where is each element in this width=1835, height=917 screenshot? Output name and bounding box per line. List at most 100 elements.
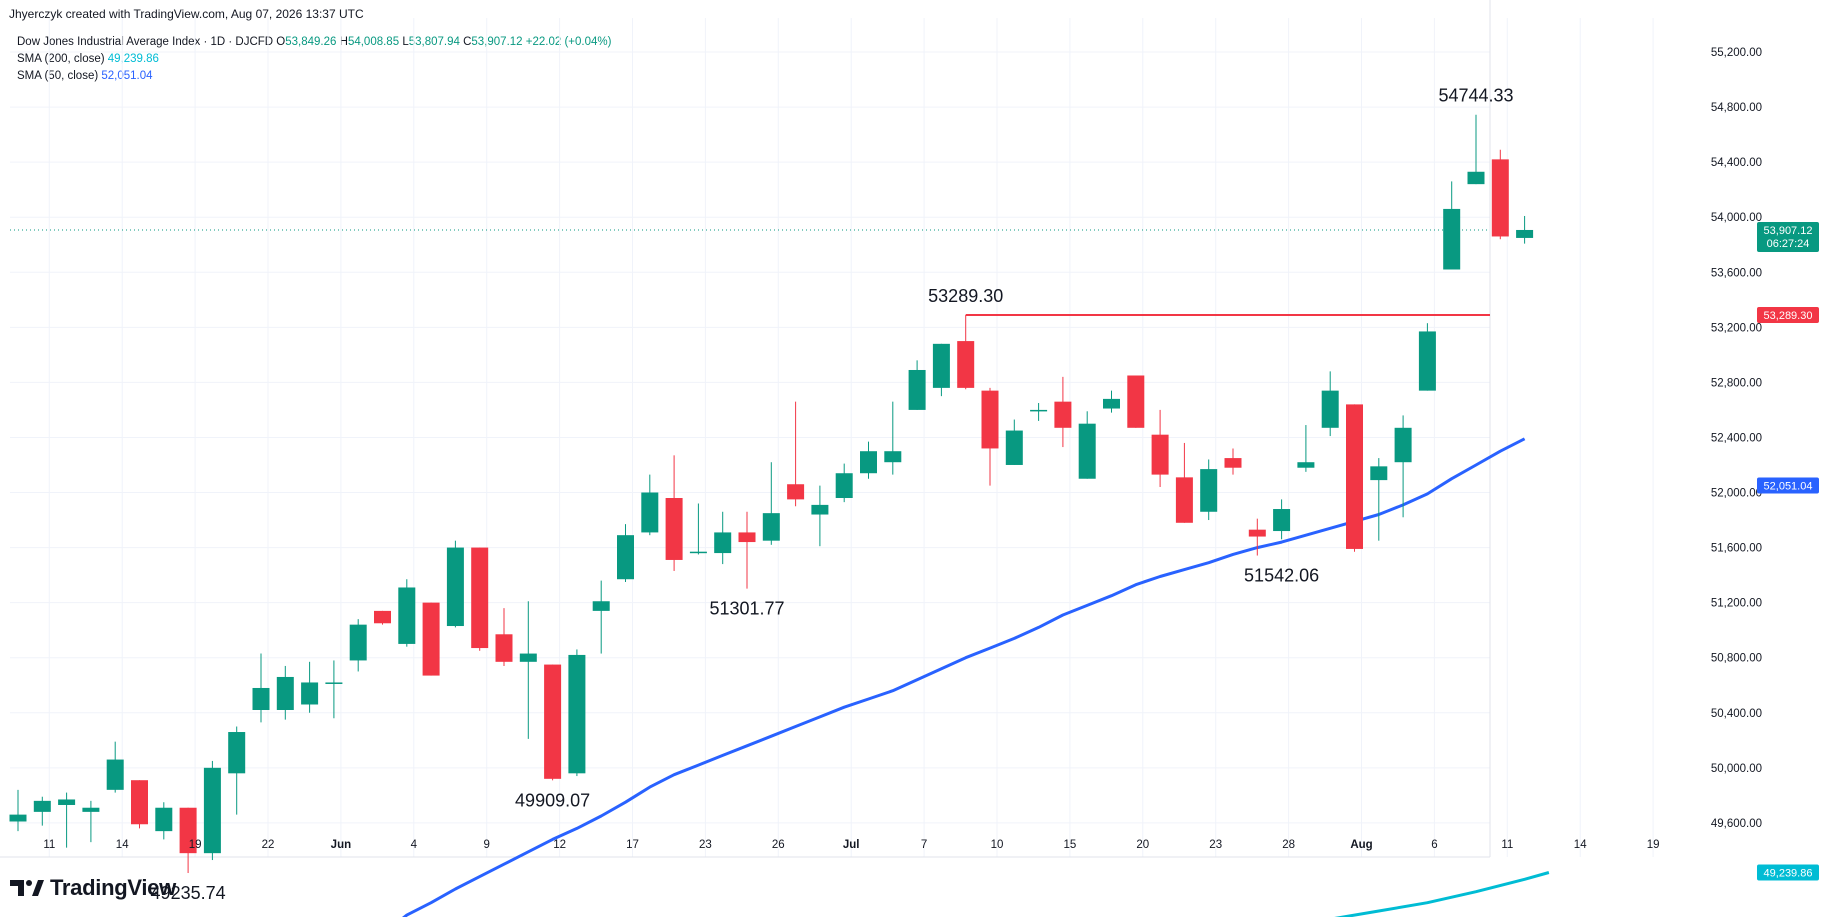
- candle-up[interactable]: [519, 653, 537, 662]
- sma50-line[interactable]: [383, 437, 1526, 917]
- candle-down[interactable]: [422, 602, 440, 676]
- candle-up[interactable]: [641, 492, 659, 533]
- candle-up[interactable]: [1321, 390, 1339, 428]
- candle-up[interactable]: [33, 800, 51, 812]
- sma200-legend-row[interactable]: SMA (200, close) 49,239.86: [17, 51, 611, 68]
- candle-up[interactable]: [58, 799, 76, 805]
- candle-down[interactable]: [957, 341, 975, 388]
- candle-up[interactable]: [1370, 466, 1388, 481]
- candle-up[interactable]: [1078, 423, 1096, 479]
- symbol-name[interactable]: Dow Jones Industrial Average Index · 1D …: [17, 36, 274, 48]
- candle-up[interactable]: [349, 624, 367, 661]
- candle-up[interactable]: [325, 682, 343, 684]
- candle-down[interactable]: [1175, 477, 1193, 523]
- candle-up[interactable]: [1467, 171, 1485, 185]
- time-axis-label: Jun: [331, 839, 351, 851]
- candle-up[interactable]: [908, 369, 926, 410]
- open-label: O: [276, 36, 286, 48]
- sma50-label[interactable]: SMA (50, close): [17, 70, 99, 82]
- candle-up[interactable]: [1516, 229, 1534, 238]
- price-axis-label: 52,000.00: [1711, 488, 1762, 500]
- sma200-label[interactable]: SMA (200, close): [17, 53, 105, 65]
- price-axis-tag[interactable]: [1757, 477, 1819, 494]
- high-label: H: [339, 36, 348, 48]
- price-axis-label: 51,200.00: [1711, 598, 1762, 610]
- candle-up[interactable]: [1443, 208, 1461, 270]
- time-axis-label: 11: [1501, 839, 1513, 851]
- candle-up[interactable]: [592, 601, 610, 611]
- candle-up[interactable]: [1297, 462, 1315, 468]
- tradingview-logo[interactable]: TradingView: [10, 875, 176, 901]
- candle-down[interactable]: [1346, 404, 1363, 549]
- price-axis-tag[interactable]: [1757, 221, 1819, 252]
- candle-down[interactable]: [1054, 401, 1072, 428]
- candle-up[interactable]: [568, 654, 586, 774]
- price-axis-tag[interactable]: [1757, 307, 1819, 324]
- candle-up[interactable]: [1418, 331, 1436, 391]
- time-axis-label: 6: [1431, 839, 1437, 851]
- sma50-value: 52,051.04: [101, 70, 153, 82]
- time-axis-label: 26: [772, 839, 785, 851]
- candle-down[interactable]: [179, 807, 197, 854]
- price-axis-tag-value: 52,051.04: [1764, 480, 1813, 492]
- candle-down[interactable]: [544, 664, 562, 779]
- ohlc-legend-row[interactable]: Dow Jones Industrial Average Index · 1D …: [17, 34, 611, 51]
- candle-up[interactable]: [9, 814, 27, 822]
- candle-down[interactable]: [1224, 458, 1242, 468]
- candle-down[interactable]: [981, 390, 999, 449]
- candle-up[interactable]: [689, 551, 707, 554]
- candle-up[interactable]: [398, 587, 416, 644]
- candle-up[interactable]: [1200, 469, 1218, 512]
- candle-up[interactable]: [106, 759, 124, 790]
- price-annotation: 49909.07: [515, 790, 590, 810]
- candle-up[interactable]: [811, 504, 829, 515]
- candle-down[interactable]: [1151, 434, 1169, 475]
- candle-up[interactable]: [155, 807, 173, 832]
- price-axis-tag-value: 49,239.86: [1764, 867, 1813, 879]
- candle-up[interactable]: [203, 767, 221, 854]
- candle-down[interactable]: [1248, 529, 1266, 537]
- candle-up[interactable]: [82, 807, 100, 812]
- candle-up[interactable]: [1103, 398, 1120, 409]
- sma200-line[interactable]: [1136, 871, 1550, 917]
- price-annotation: 49235.74: [151, 883, 226, 903]
- candle-down[interactable]: [738, 532, 756, 543]
- sma50-legend-row[interactable]: SMA (50, close) 52,051.04: [17, 68, 611, 85]
- candle-down[interactable]: [374, 610, 391, 624]
- change-value: +22.02 (+0.04%): [525, 36, 612, 48]
- candle-up[interactable]: [301, 682, 319, 705]
- candle-up[interactable]: [860, 451, 877, 474]
- candle-up[interactable]: [1273, 509, 1291, 532]
- candle-down[interactable]: [787, 484, 805, 500]
- price-axis-label: 54,800.00: [1711, 102, 1762, 114]
- price-axis-label: 50,800.00: [1711, 653, 1762, 665]
- candle-up[interactable]: [835, 473, 853, 499]
- chart-legend: Dow Jones Industrial Average Index · 1D …: [17, 34, 611, 85]
- price-axis-label: 50,000.00: [1711, 763, 1762, 775]
- price-annotation: 54744.33: [1438, 86, 1513, 106]
- candle-down[interactable]: [131, 780, 148, 825]
- candle-up[interactable]: [1005, 430, 1023, 465]
- candle-up[interactable]: [932, 343, 950, 388]
- candle-up[interactable]: [1394, 427, 1412, 463]
- candle-down[interactable]: [471, 547, 489, 649]
- candle-up[interactable]: [884, 451, 902, 463]
- candle-up[interactable]: [617, 535, 634, 580]
- candle-up[interactable]: [252, 687, 270, 710]
- candle-up[interactable]: [276, 676, 294, 710]
- low-value: 53,807.94: [408, 36, 460, 48]
- price-axis-tag[interactable]: [1757, 864, 1819, 881]
- candle-up[interactable]: [762, 513, 780, 541]
- candle-down[interactable]: [665, 498, 683, 560]
- candle-down[interactable]: [1127, 375, 1145, 428]
- candle-up[interactable]: [714, 532, 732, 554]
- candle-down[interactable]: [1491, 159, 1509, 237]
- price-axis-label: 54,000.00: [1711, 212, 1762, 224]
- open-value: 53,849.26: [285, 36, 337, 48]
- candle-up[interactable]: [1030, 409, 1048, 412]
- time-axis-label: 14: [1574, 839, 1587, 851]
- candle-down[interactable]: [495, 634, 513, 662]
- candle-up[interactable]: [446, 547, 464, 627]
- candle-up[interactable]: [228, 732, 246, 774]
